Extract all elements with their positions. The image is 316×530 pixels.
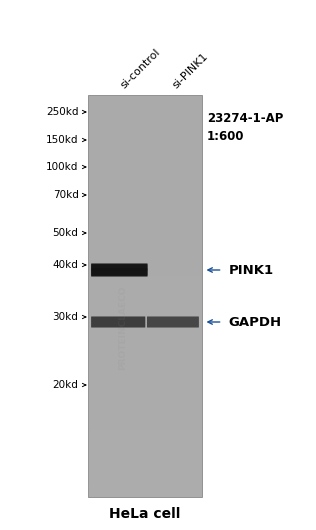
Text: HeLa cell: HeLa cell [109, 507, 181, 521]
Bar [88, 396, 202, 403]
Bar [88, 229, 202, 236]
Bar [88, 95, 202, 497]
Bar [88, 403, 202, 410]
Bar [88, 249, 202, 256]
Bar [88, 296, 202, 303]
Text: 50kd: 50kd [53, 228, 78, 238]
Bar [88, 142, 202, 148]
Bar [88, 115, 202, 122]
Bar [88, 444, 202, 450]
Bar [88, 162, 202, 169]
Text: si-control: si-control [119, 47, 162, 90]
Bar [88, 343, 202, 350]
Bar [88, 470, 202, 477]
Bar [88, 350, 202, 356]
Text: PINK1: PINK1 [229, 263, 274, 277]
Bar [88, 155, 202, 162]
Bar [88, 310, 202, 316]
FancyBboxPatch shape [91, 316, 145, 328]
Bar [88, 457, 202, 464]
Text: si-PINK1: si-PINK1 [171, 51, 210, 90]
Bar [88, 202, 202, 209]
Bar [88, 423, 202, 430]
FancyBboxPatch shape [91, 268, 148, 275]
Bar [88, 182, 202, 189]
Bar [88, 269, 202, 276]
Bar [88, 464, 202, 470]
Bar [88, 102, 202, 109]
Bar [88, 376, 202, 383]
Text: 250kd: 250kd [46, 107, 78, 117]
Bar [88, 128, 202, 135]
Bar [88, 410, 202, 417]
Bar [88, 383, 202, 390]
Bar [88, 289, 202, 296]
Bar [88, 330, 202, 336]
Bar [88, 276, 202, 282]
Text: 70kd: 70kd [53, 190, 78, 200]
Bar [88, 370, 202, 376]
Bar [88, 483, 202, 490]
Bar [88, 323, 202, 330]
Bar [88, 209, 202, 216]
Bar [88, 169, 202, 175]
Bar [88, 122, 202, 128]
Text: 23274-1-AP
1:600: 23274-1-AP 1:600 [207, 112, 283, 143]
Text: 150kd: 150kd [46, 135, 78, 145]
Bar [88, 316, 202, 323]
Bar [88, 437, 202, 444]
Bar [88, 189, 202, 196]
Bar [88, 430, 202, 437]
Bar [88, 450, 202, 457]
Bar [88, 303, 202, 310]
Text: 20kd: 20kd [53, 380, 78, 390]
Bar [88, 417, 202, 423]
Bar [88, 222, 202, 229]
Bar [88, 390, 202, 396]
Bar [88, 175, 202, 182]
Bar [88, 196, 202, 202]
Bar [88, 256, 202, 262]
Text: PROTEINCLAECO: PROTEINCLAECO [118, 286, 127, 370]
FancyBboxPatch shape [147, 316, 199, 328]
Bar [88, 262, 202, 269]
FancyBboxPatch shape [91, 265, 148, 271]
Bar [88, 336, 202, 343]
Bar [88, 363, 202, 370]
Text: 30kd: 30kd [53, 312, 78, 322]
Bar [88, 148, 202, 155]
Text: 40kd: 40kd [53, 260, 78, 270]
Bar [88, 95, 202, 102]
Bar [88, 135, 202, 142]
Bar [88, 109, 202, 115]
Text: 100kd: 100kd [46, 162, 78, 172]
Bar [88, 216, 202, 222]
Bar [88, 356, 202, 363]
Bar [88, 242, 202, 249]
Text: GAPDH: GAPDH [229, 315, 282, 329]
Bar [88, 282, 202, 289]
FancyBboxPatch shape [91, 263, 148, 277]
Bar [88, 490, 202, 497]
Bar [88, 477, 202, 483]
Bar [88, 236, 202, 242]
